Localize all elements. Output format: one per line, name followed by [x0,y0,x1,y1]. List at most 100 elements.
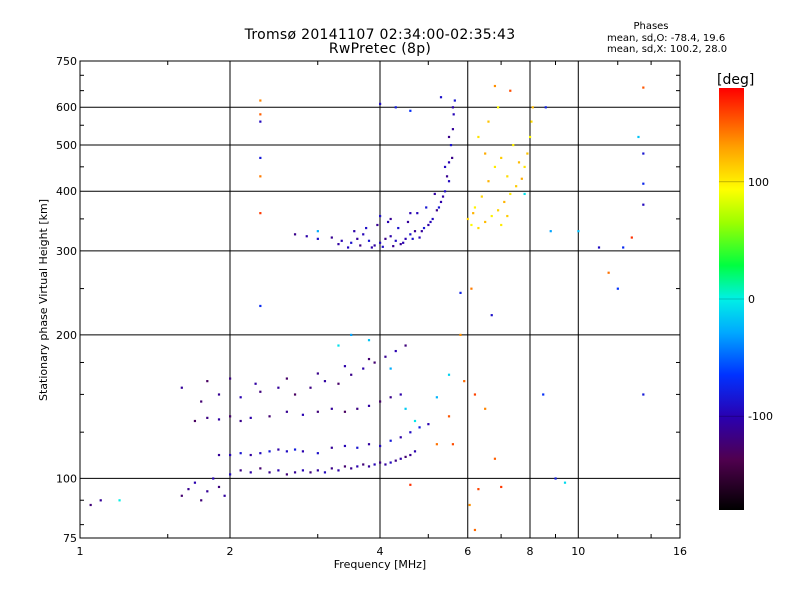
data-point [309,386,312,389]
data-point [443,190,447,193]
data-point [340,239,343,242]
data-point [463,380,466,383]
data-point [316,452,319,455]
data-point [337,382,340,385]
data-point [406,220,410,224]
plot-grid [80,61,680,538]
data-point [630,236,633,239]
data-point [509,89,512,92]
data-point [305,235,308,238]
data-point [316,237,319,240]
x-mode-phase-stats: mean, sd,X: 100.2, 28.0 [607,44,728,55]
data-point [642,393,645,396]
data-point [637,135,640,139]
data-point [259,467,262,470]
data-point [404,237,407,240]
data-point [529,135,532,139]
data-point [259,113,262,116]
data-point [217,393,221,396]
data-point [392,245,395,248]
data-point [249,453,252,457]
data-point [343,444,347,448]
data-points [89,84,645,532]
data-point [379,102,382,106]
data-point [293,448,297,451]
data-point [409,233,412,236]
x-axis-label: Frequency [MHz] [334,558,426,571]
data-point [503,200,506,204]
data-point [373,463,376,466]
data-point [437,206,441,209]
data-point [350,467,353,470]
data-point [367,357,371,361]
data-point [259,212,262,215]
y-tick-label: 200 [56,329,77,342]
data-point [509,192,512,196]
data-point [642,86,645,89]
data-point [477,488,480,491]
data-point [480,195,483,198]
data-point [330,407,333,410]
data-point [435,396,438,399]
data-point [530,120,533,123]
data-point [277,386,280,389]
data-point [523,192,526,196]
data-point [422,226,426,230]
data-point [316,230,319,233]
data-point [217,453,221,457]
data-point [373,361,376,364]
chart-title-line2: RwPretec (8p) [328,41,432,57]
data-point [473,528,477,532]
x-tick-label: 1 [77,545,84,558]
data-point [381,245,384,248]
data-point [367,404,371,407]
data-point [249,416,252,419]
data-point [642,203,645,206]
data-point [411,237,414,240]
colorbar-tick-label: -100 [748,410,773,423]
data-point [379,241,382,244]
data-point [389,461,392,464]
data-point [402,241,405,244]
data-point [379,444,382,448]
data-point [343,465,347,468]
data-point [206,416,209,419]
data-point [399,436,402,439]
data-point [484,220,487,224]
data-point [379,400,382,403]
data-point [330,467,333,470]
data-point [445,175,449,178]
data-point [212,477,215,480]
data-point [229,453,232,457]
y-tick-label: 100 [56,472,77,485]
data-point [389,439,392,442]
data-point [386,220,390,224]
data-point [642,182,645,185]
data-point [277,469,280,472]
data-point [239,452,242,455]
data-point [337,344,340,347]
data-point [356,407,359,410]
data-point [496,106,500,109]
data-point [323,471,327,474]
data-point [544,106,547,109]
data-point [520,177,523,180]
data-point [285,410,288,413]
data-point [346,246,350,249]
data-point [389,367,392,370]
data-point [451,156,454,160]
phases-stats-title: Phases [633,21,669,32]
data-point [187,488,190,491]
data-point [193,419,197,423]
data-point [384,355,387,358]
data-point [99,499,102,502]
data-point [293,471,297,474]
data-point [259,452,262,455]
data-point [293,393,297,396]
data-point [493,165,497,169]
data-point [389,235,392,238]
data-point [472,212,475,215]
data-point [451,106,455,109]
data-point [316,372,319,375]
